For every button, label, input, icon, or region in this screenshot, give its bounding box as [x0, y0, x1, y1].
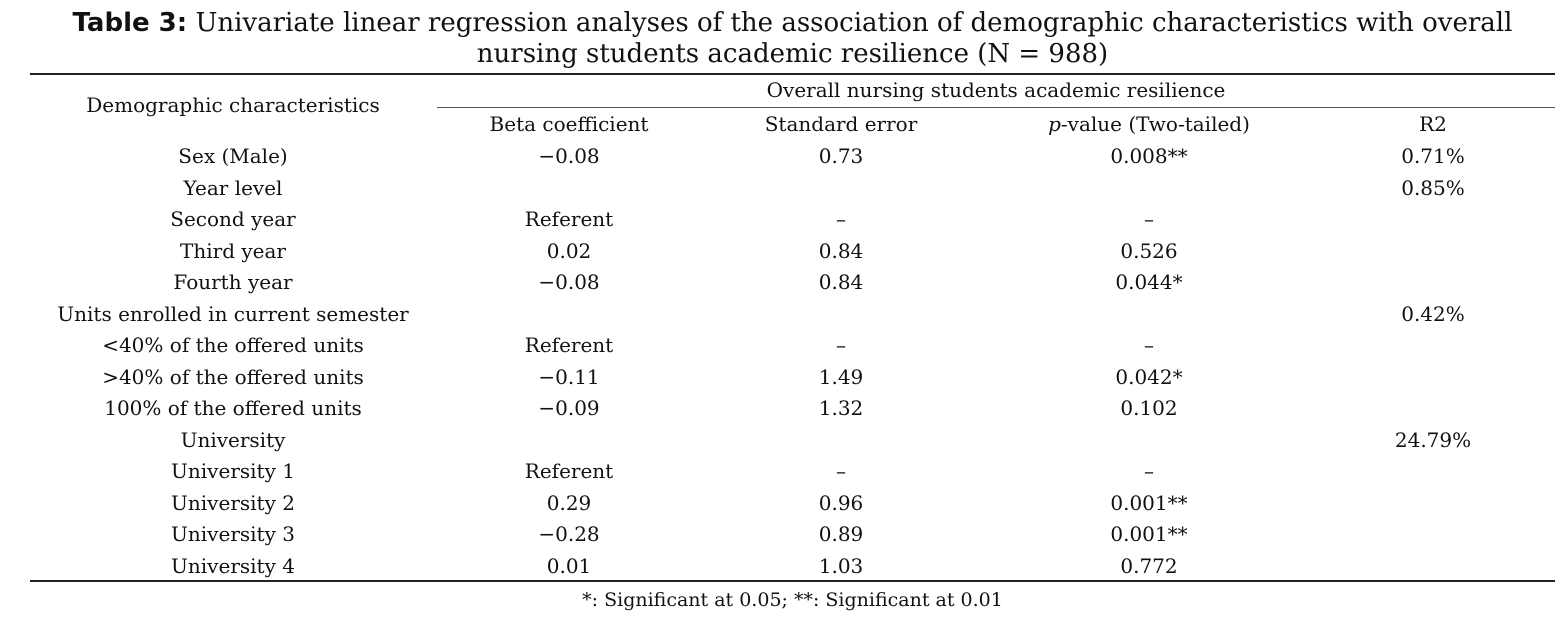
- header-standard-error: Standard error: [764, 112, 918, 136]
- row-label: University 1: [171, 459, 295, 483]
- row-label: <40% of the offered units: [102, 333, 364, 357]
- standard-error-cell: 0.84: [818, 238, 864, 263]
- p-value-cell: 0.042*: [1115, 364, 1183, 389]
- table-number: Table 3:: [72, 8, 188, 38]
- row-label: Third year: [180, 238, 286, 263]
- beta-cell: Referent: [524, 459, 614, 483]
- beta-cell: −0.08: [538, 144, 600, 168]
- r2-cell: 24.79%: [1394, 427, 1472, 452]
- row-label: Sex (Male): [178, 144, 288, 168]
- r2-cell: 0.42%: [1401, 301, 1465, 326]
- p-value-cell: –: [1144, 207, 1154, 231]
- standard-error-cell: 0.84: [818, 270, 864, 294]
- row-label: University 4: [171, 553, 295, 578]
- beta-cell: 0.02: [546, 238, 592, 263]
- beta-cell: 0.01: [546, 553, 592, 578]
- r2-cell: 0.71%: [1401, 144, 1465, 168]
- p-value-cell: 0.526: [1120, 238, 1178, 263]
- row-label: 100% of the offered units: [104, 396, 362, 420]
- p-value-cell: 0.001**: [1110, 522, 1188, 546]
- standard-error-cell: –: [836, 207, 846, 231]
- beta-cell: Referent: [524, 333, 614, 357]
- standard-error-cell: 1.03: [818, 553, 864, 578]
- beta-cell: 0.29: [546, 490, 592, 515]
- header-p-italic: p: [1048, 112, 1061, 136]
- beta-cell: −0.09: [538, 396, 600, 420]
- row-label: Units enrolled in current semester: [57, 301, 409, 326]
- header-p-rest: -value (Two-tailed): [1060, 112, 1250, 136]
- standard-error-cell: –: [836, 459, 846, 483]
- beta-cell: −0.11: [538, 364, 600, 389]
- p-value-cell: 0.008**: [1110, 144, 1188, 168]
- standard-error-cell: 1.49: [818, 364, 864, 389]
- beta-cell: Referent: [524, 207, 614, 231]
- table-footnote: *: Significant at 0.05; **: Significant …: [582, 589, 1003, 611]
- table-caption: Table 3: Univariate linear regression an…: [30, 8, 1555, 70]
- standard-error-cell: 0.73: [818, 144, 864, 168]
- standard-error-cell: 1.32: [818, 396, 864, 420]
- row-label: Year level: [183, 175, 283, 200]
- p-value-cell: 0.001**: [1110, 490, 1188, 515]
- p-value-cell: –: [1144, 459, 1154, 483]
- top-rule: [30, 73, 1555, 75]
- row-label: Fourth year: [173, 270, 293, 294]
- row-label: University: [180, 427, 286, 452]
- row-label: University 2: [171, 490, 295, 515]
- beta-cell: −0.28: [538, 522, 600, 546]
- beta-cell: −0.08: [538, 270, 600, 294]
- header-r2: R2: [1419, 112, 1447, 136]
- standard-error-cell: 0.96: [818, 490, 864, 515]
- p-value-cell: 0.102: [1120, 396, 1178, 420]
- p-value-cell: –: [1144, 333, 1154, 357]
- p-value-cell: 0.772: [1120, 553, 1178, 578]
- group-header-rule: [437, 107, 1555, 108]
- standard-error-cell: 0.89: [818, 522, 864, 546]
- r2-cell: 0.85%: [1401, 175, 1465, 200]
- bottom-rule: [30, 580, 1555, 582]
- table-title: Univariate linear regression analyses of…: [195, 8, 1513, 69]
- header-beta-coefficient: Beta coefficient: [489, 112, 649, 136]
- header-demographic-characteristics: Demographic characteristics: [86, 93, 380, 117]
- standard-error-cell: –: [836, 333, 846, 357]
- row-label: >40% of the offered units: [102, 364, 364, 389]
- header-group-resilience: Overall nursing students academic resili…: [766, 78, 1226, 102]
- row-label: University 3: [171, 522, 295, 546]
- p-value-cell: 0.044*: [1115, 270, 1183, 294]
- header-p-value: p-value (Two-tailed): [1048, 112, 1250, 136]
- row-label: Second year: [170, 207, 296, 231]
